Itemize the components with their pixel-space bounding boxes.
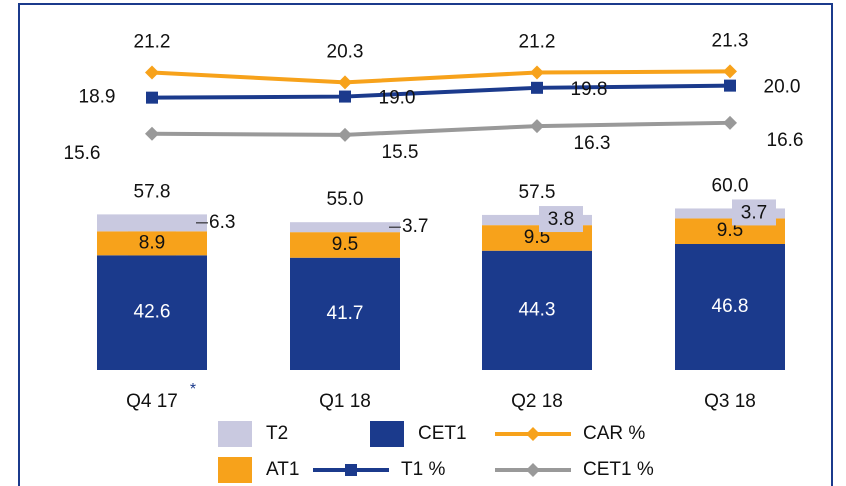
value-label: 16.6 xyxy=(767,130,804,151)
total-label: 57.8 xyxy=(134,181,171,202)
label-box xyxy=(128,231,176,256)
legend-swatch xyxy=(370,421,404,447)
value-label: 21.3 xyxy=(712,30,749,51)
line-marker xyxy=(530,65,544,80)
value-label: 20.0 xyxy=(764,77,801,98)
line-marker xyxy=(724,79,736,92)
x-tick-label: Q1 18 xyxy=(319,391,371,412)
value-label: 15.5 xyxy=(382,142,419,163)
value-label: 42.6 xyxy=(134,302,171,323)
value-label: 9.5 xyxy=(524,227,550,248)
legend-marker xyxy=(345,464,357,476)
series-line xyxy=(151,83,731,100)
value-label: 8.9 xyxy=(139,232,165,253)
legend-swatch xyxy=(218,421,252,447)
bar-segment xyxy=(290,257,400,370)
legend-label: CAR % xyxy=(583,423,645,444)
value-label: 15.6 xyxy=(64,143,101,164)
legend-marker xyxy=(526,427,540,441)
legend-label: T1 % xyxy=(401,459,445,480)
line-marker xyxy=(531,81,543,94)
bar-segment xyxy=(290,222,400,233)
line-marker xyxy=(338,75,352,90)
series-line xyxy=(151,69,731,85)
legend-label: CET1 % xyxy=(583,459,654,480)
total-label: 55.0 xyxy=(327,189,364,210)
label-box xyxy=(321,232,369,257)
value-label: 3.7 xyxy=(402,216,428,237)
x-tick-label: Q3 18 xyxy=(704,391,756,412)
line-marker xyxy=(338,127,352,142)
value-label: 21.2 xyxy=(134,32,171,53)
legend-label: T2 xyxy=(266,423,288,444)
value-label: 6.3 xyxy=(209,212,235,233)
line-marker xyxy=(146,91,158,104)
label-box xyxy=(539,206,583,233)
value-label: 3.7 xyxy=(741,202,767,223)
line-marker xyxy=(145,126,159,141)
annotation: * xyxy=(190,381,196,398)
legend-label: CET1 xyxy=(418,423,467,444)
value-label: 3.8 xyxy=(548,209,574,230)
value-label: 21.2 xyxy=(519,32,556,53)
x-tick-label: Q4 17 xyxy=(126,391,178,412)
line-marker xyxy=(339,90,351,103)
line-marker xyxy=(530,119,544,134)
value-label: 46.8 xyxy=(712,296,749,317)
bar-segment xyxy=(675,208,785,219)
line-marker xyxy=(723,64,737,79)
total-label: 57.5 xyxy=(519,182,556,203)
line-marker xyxy=(145,65,159,80)
legend-label: AT1 xyxy=(266,459,299,480)
value-label: 20.3 xyxy=(327,41,364,62)
legend-marker xyxy=(526,463,540,477)
value-label: 16.3 xyxy=(574,133,611,154)
value-label: 9.5 xyxy=(332,234,358,255)
value-label: 41.7 xyxy=(327,303,364,324)
x-tick-label: Q2 18 xyxy=(511,391,563,412)
bar-segment xyxy=(482,214,592,226)
value-label: 44.3 xyxy=(519,299,556,320)
total-label: 60.0 xyxy=(712,175,749,196)
line-marker xyxy=(723,115,737,130)
value-label: 9.5 xyxy=(717,220,743,241)
bar-segment xyxy=(97,214,207,232)
frame xyxy=(18,3,833,486)
value-label: 19.8 xyxy=(571,79,608,100)
bar-segment xyxy=(97,255,207,370)
series-line xyxy=(151,120,731,137)
label-box xyxy=(732,199,776,226)
bar-segment xyxy=(482,250,592,370)
bar-segment xyxy=(675,244,785,370)
value-label: 18.9 xyxy=(79,87,116,108)
value-label: 19.0 xyxy=(379,88,416,109)
legend-swatch xyxy=(218,457,252,483)
